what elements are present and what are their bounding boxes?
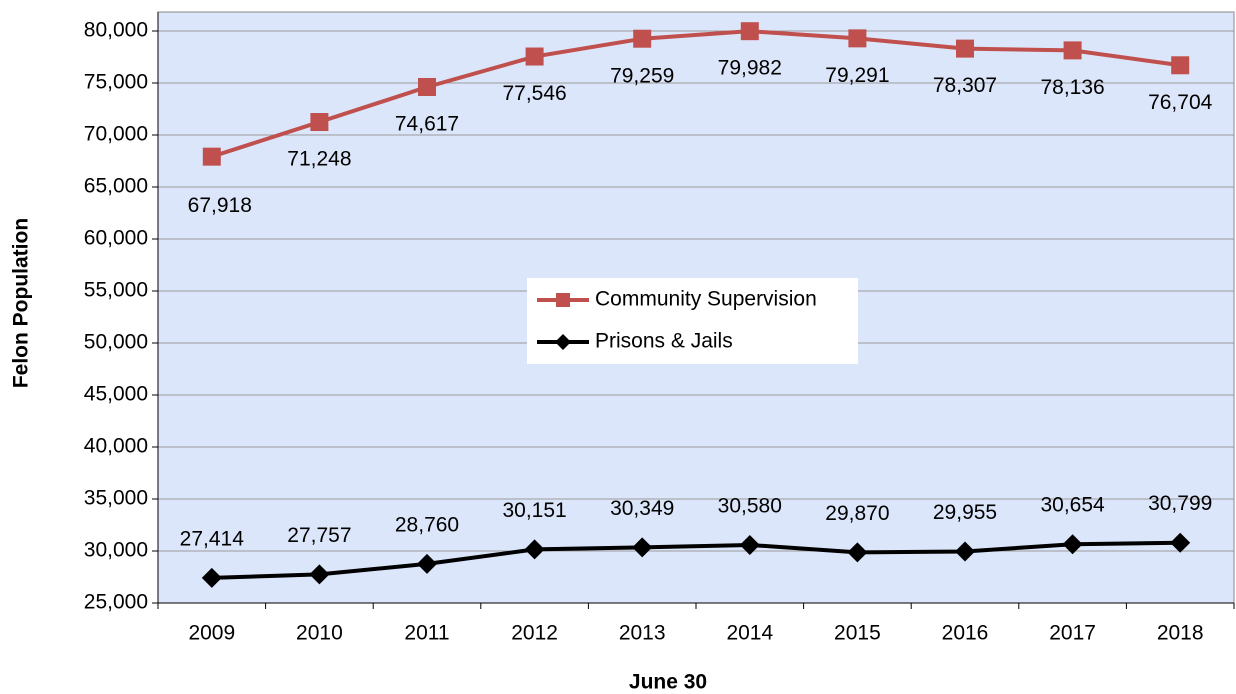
data-label: 30,349	[610, 497, 674, 520]
legend-label: Community Supervision	[595, 288, 817, 311]
series-line	[211, 29, 1181, 159]
data-label: 29,870	[825, 502, 889, 525]
x-tick-label: 2013	[619, 622, 666, 645]
marker	[633, 29, 652, 48]
y-axis-title: Felon Population	[10, 218, 33, 388]
x-tick-label: 2009	[188, 622, 235, 645]
y-tick-label: 50,000	[84, 331, 148, 354]
data-label: 74,617	[395, 113, 459, 136]
x-tick-label: 2012	[511, 622, 558, 645]
x-axis-title: June 30	[629, 671, 707, 694]
x-tick-label: 2017	[1049, 622, 1096, 645]
data-label: 28,760	[395, 513, 459, 536]
series-line	[211, 540, 1181, 580]
y-tick-label: 35,000	[84, 487, 148, 510]
marker	[740, 22, 759, 41]
data-label: 27,757	[287, 524, 351, 547]
data-label: 29,955	[933, 501, 997, 524]
marker	[201, 567, 222, 588]
data-label: 30,151	[502, 499, 566, 522]
y-tick-label: 65,000	[84, 175, 148, 198]
data-label: 67,918	[188, 194, 252, 217]
y-tick-label: 80,000	[84, 19, 148, 42]
data-label: 30,799	[1148, 492, 1212, 515]
marker	[310, 113, 329, 132]
y-tick-label: 60,000	[84, 227, 148, 250]
y-tick-label: 25,000	[84, 591, 148, 614]
legend-box	[527, 278, 858, 364]
x-tick-label: 2014	[726, 622, 773, 645]
legend: Community Supervision Prisons & Jails	[527, 278, 858, 364]
marker	[848, 29, 867, 48]
data-label: 77,546	[502, 82, 566, 105]
marker	[1171, 56, 1190, 75]
data-label: 79,259	[610, 64, 674, 87]
marker	[524, 539, 545, 560]
marker	[417, 553, 437, 574]
y-tick-label: 30,000	[84, 539, 148, 562]
marker	[632, 537, 653, 558]
data-label: 30,654	[1040, 494, 1105, 517]
marker	[1063, 41, 1082, 60]
series: 27,414 27,757 28,760 30,151 30,349 30,580 29,8…	[180, 492, 1212, 588]
legend-label: Prisons & Jails	[595, 330, 733, 353]
series: 67,918 71,248 74,617 77,546 79,259 79,982 79,2…	[188, 22, 1213, 217]
data-label: 30,580	[718, 495, 782, 518]
y-tick-label: 55,000	[84, 279, 148, 302]
y-tick-label: 75,000	[84, 71, 148, 94]
marker	[1170, 532, 1191, 553]
x-tick-label: 2018	[1157, 622, 1204, 645]
marker	[847, 542, 868, 563]
marker	[202, 147, 221, 166]
x-tick-label: 2016	[942, 622, 989, 645]
data-label: 78,307	[933, 74, 997, 97]
y-tick-label: 40,000	[84, 435, 148, 458]
marker	[309, 564, 330, 585]
data-label: 27,414	[180, 527, 245, 550]
x-tick-label: 2010	[296, 622, 343, 645]
data-label: 76,704	[1148, 91, 1213, 114]
marker	[955, 541, 975, 562]
marker	[739, 534, 760, 555]
legend-marker	[555, 334, 571, 350]
data-label: 79,982	[718, 57, 782, 80]
marker	[956, 39, 974, 58]
legend-marker	[556, 293, 570, 307]
y-tick-label: 45,000	[84, 383, 148, 406]
x-tick-label: 2015	[834, 622, 881, 645]
x-tick-label: 2011	[404, 622, 449, 645]
data-label: 71,248	[287, 148, 351, 171]
data-label: 79,291	[825, 64, 889, 87]
marker	[1062, 534, 1083, 555]
y-tick-label: 70,000	[84, 123, 148, 146]
marker	[418, 77, 436, 96]
data-label: 78,136	[1040, 76, 1104, 99]
marker	[525, 47, 544, 66]
